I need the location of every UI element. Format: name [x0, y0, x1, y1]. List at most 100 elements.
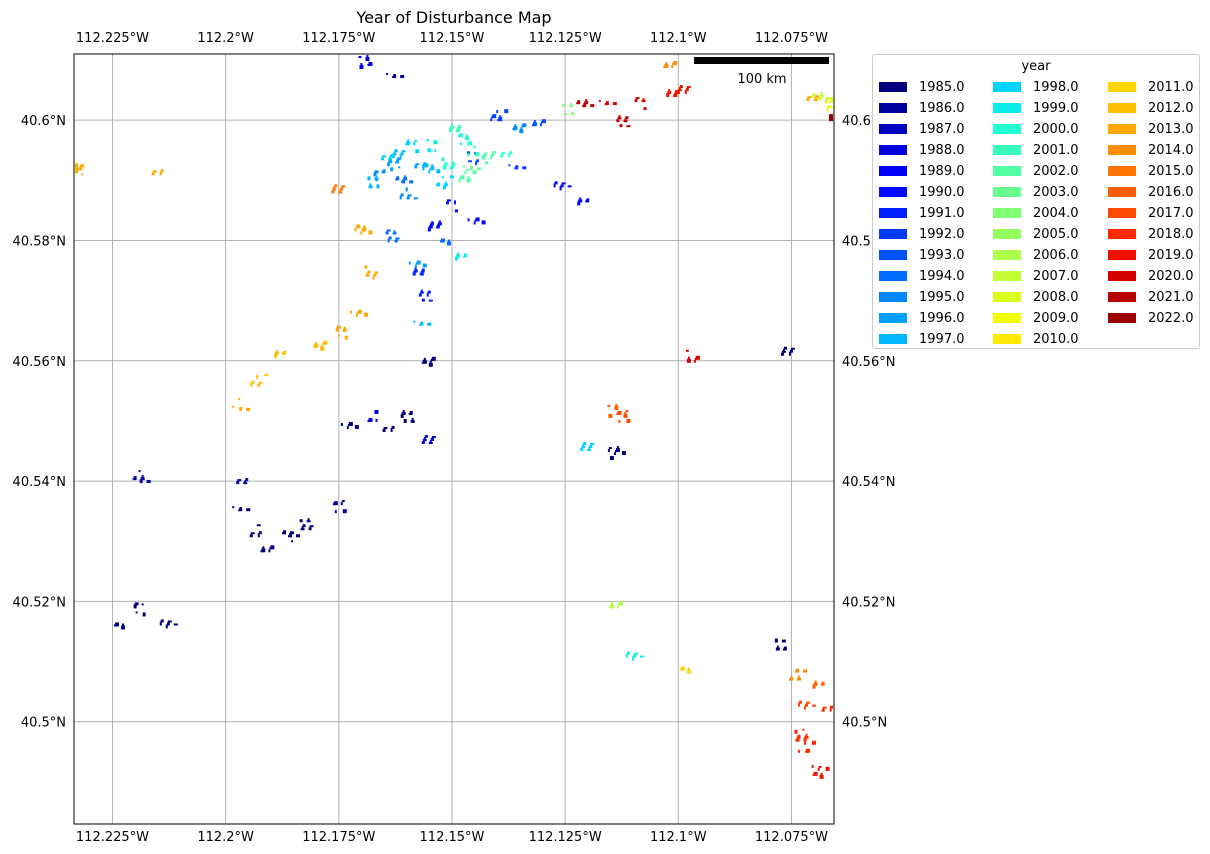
disturbance-pixel: [245, 478, 249, 482]
legend-label: 1994.0: [919, 268, 965, 284]
legend-label: 2005.0: [1033, 226, 1079, 242]
disturbance-pixel: [444, 162, 448, 167]
disturbance-pixel: [615, 403, 618, 407]
disturbance-pixel: [467, 153, 470, 157]
legend-label: 2010.0: [1033, 331, 1079, 347]
disturbance-pixel: [238, 509, 241, 512]
disturbance-pixel: [288, 535, 291, 538]
disturbance-patch: [806, 95, 819, 102]
disturbance-pixel: [803, 737, 807, 742]
legend-label: 1990.0: [919, 184, 965, 200]
disturbance-pixel: [474, 154, 478, 157]
disturbance-pixel: [398, 166, 401, 169]
disturbance-pixel: [469, 168, 472, 171]
disturbance-pixel: [496, 110, 499, 114]
disturbance-pixel: [582, 105, 585, 108]
legend-label: 2011.0: [1148, 79, 1194, 95]
disturbance-patches: [75, 55, 833, 779]
disturbance-patch: [335, 325, 348, 340]
disturbance-pixel: [374, 409, 379, 414]
disturbance-pixel: [427, 322, 432, 326]
legend-label: 2004.0: [1033, 205, 1079, 221]
disturbance-patch: [788, 668, 807, 681]
disturbance-pixel: [560, 184, 564, 188]
disturbance-pixel: [815, 95, 819, 99]
disturbance-pixel: [422, 167, 425, 171]
legend-label: 1993.0: [919, 247, 965, 263]
disturbance-pixel: [583, 103, 587, 108]
disturbance-patch: [441, 157, 456, 170]
x-tick-label-top: 112.225°W: [76, 31, 149, 46]
legend-swatch: [1108, 103, 1136, 113]
disturbance-pixel: [334, 510, 337, 514]
disturbance-pixel: [390, 154, 394, 158]
disturbance-pixel: [429, 223, 432, 226]
disturbance-pixel: [388, 236, 392, 240]
disturbance-pixel: [419, 323, 422, 326]
disturbance-patch: [458, 169, 477, 183]
legend-swatch: [879, 82, 907, 92]
disturbance-pixel: [780, 352, 784, 356]
disturbance-pixel: [395, 237, 400, 240]
disturbance-pixel: [481, 220, 486, 225]
disturbance-patch: [580, 442, 595, 452]
disturbance-pixel: [497, 119, 501, 122]
legend-entry: 1987.0: [879, 121, 965, 137]
disturbance-pixel: [173, 623, 178, 626]
legend-swatch: [879, 103, 907, 113]
disturbance-pixel: [795, 738, 800, 742]
y-tick-label-left: 40.5°N: [21, 716, 66, 731]
legend-entry: 1986.0: [879, 100, 965, 116]
x-tick-label-top: 112.175°W: [302, 31, 375, 46]
legend-swatch: [879, 124, 907, 134]
disturbance-patch: [313, 340, 328, 351]
disturbance-pixel: [257, 533, 260, 538]
disturbance-patch: [421, 435, 436, 444]
disturbance-pixel: [499, 115, 502, 119]
disturbance-pixel: [360, 63, 363, 67]
disturbance-pixel: [322, 342, 326, 345]
disturbance-pixel: [491, 153, 495, 157]
legend-label: 2007.0: [1033, 268, 1079, 284]
disturbance-pixel: [403, 177, 408, 181]
disturbance-pixel: [825, 766, 830, 771]
disturbance-pixel: [460, 142, 463, 146]
disturbance-patch: [685, 349, 700, 363]
disturbance-pixel: [335, 327, 339, 332]
disturbance-pixel: [822, 706, 827, 709]
disturbance-pixel: [264, 373, 269, 376]
disturbance-pixel: [671, 65, 674, 69]
disturbance-pixel: [483, 154, 488, 157]
disturbance-pixel: [617, 117, 622, 120]
disturbance-patch: [412, 267, 425, 276]
legend-swatch: [993, 208, 1021, 218]
disturbance-pixel: [428, 362, 433, 367]
disturbance-patch: [812, 680, 825, 689]
disturbance-pixel: [420, 321, 424, 326]
disturbance-pixel: [236, 481, 240, 485]
disturbance-pixel: [381, 171, 384, 174]
disturbance-pixel: [805, 733, 808, 736]
disturbance-pixel: [807, 96, 812, 99]
disturbance-pixel: [783, 646, 787, 651]
disturbance-pixel: [256, 374, 259, 379]
legend-label: 2012.0: [1148, 100, 1194, 116]
disturbance-patch: [798, 740, 817, 753]
legend-swatch: [879, 229, 907, 239]
legend-entry: 1995.0: [879, 289, 965, 305]
disturbance-pixel: [571, 112, 575, 116]
disturbance-pixel: [134, 602, 139, 606]
disturbance-pixel: [436, 169, 441, 174]
disturbance-pixel: [334, 184, 338, 188]
legend-label: 1988.0: [919, 142, 965, 158]
disturbance-pixel: [421, 268, 425, 273]
disturbance-pixel: [290, 531, 295, 535]
disturbance-pixel: [431, 164, 434, 168]
disturbance-pixel: [621, 451, 626, 456]
disturbance-pixel: [367, 64, 371, 67]
disturbance-pixel: [343, 326, 346, 329]
disturbance-pixel: [667, 91, 672, 95]
disturbance-pixel: [672, 63, 676, 66]
disturbance-pixel: [332, 503, 336, 506]
disturbance-pixel: [442, 185, 446, 190]
